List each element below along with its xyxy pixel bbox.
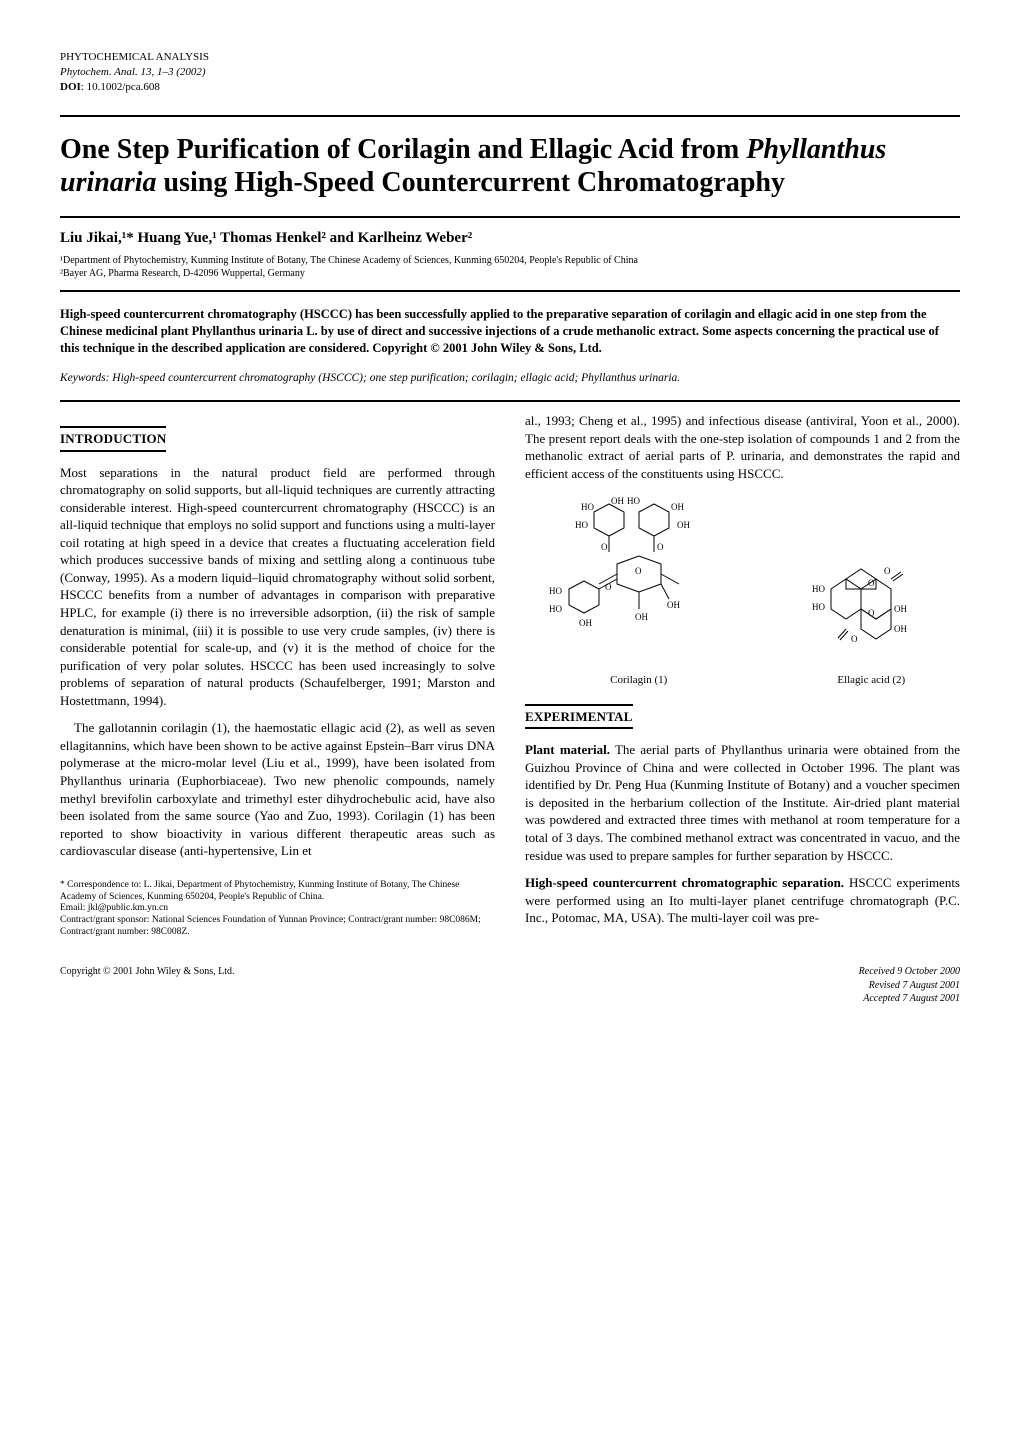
- journal-citation: Phytochem. Anal. 13, 1–3 (2002): [60, 65, 960, 80]
- left-column: INTRODUCTION Most separations in the nat…: [60, 412, 495, 939]
- structure-ellagic: O O O O HO HO OH OH Ell: [796, 544, 946, 687]
- intro-paragraph-1: Most separations in the natural product …: [60, 464, 495, 710]
- experimental-heading: EXPERIMENTAL: [525, 704, 960, 730]
- title-part3: using High-Speed Countercurrent Chromato…: [157, 167, 786, 198]
- affiliations: ¹Department of Phytochemistry, Kunming I…: [60, 254, 960, 280]
- rule-under-keywords: [60, 400, 960, 402]
- doi-value: 10.1002/pca.608: [87, 81, 160, 93]
- affiliation-2: ²Bayer AG, Pharma Research, D-42096 Wupp…: [60, 267, 960, 280]
- svg-text:OH: OH: [894, 624, 907, 634]
- accepted-date: Accepted 7 August 2001: [859, 992, 960, 1006]
- copyright-line: Copyright © 2001 John Wiley & Sons, Ltd.: [60, 965, 235, 1006]
- svg-text:OH: OH: [635, 612, 648, 622]
- svg-text:O: O: [635, 566, 642, 576]
- keywords-text: High-speed countercurrent chromatography…: [112, 372, 680, 384]
- body-columns: INTRODUCTION Most separations in the nat…: [60, 412, 960, 939]
- plant-material-text: The aerial parts of Phyllanthus urinaria…: [525, 742, 960, 862]
- svg-text:O: O: [601, 542, 608, 552]
- rule-top: [60, 115, 960, 117]
- experimental-paragraph-2: High-speed countercurrent chromatographi…: [525, 874, 960, 927]
- journal-abbrev: PHYTOCHEMICAL ANALYSIS: [60, 50, 960, 65]
- rule-under-title: [60, 216, 960, 218]
- svg-text:OH: OH: [894, 604, 907, 614]
- rule-under-affil: [60, 290, 960, 292]
- plant-material-label: Plant material.: [525, 742, 610, 757]
- corilagin-label: Corilagin (1): [539, 673, 739, 688]
- chemical-structures: HO OH HO OH HO OH O O O: [525, 494, 960, 687]
- ellagic-label: Ellagic acid (2): [796, 673, 946, 688]
- introduction-heading: INTRODUCTION: [60, 426, 495, 452]
- affiliation-1: ¹Department of Phytochemistry, Kunming I…: [60, 254, 960, 267]
- keywords-label: Keywords:: [60, 372, 109, 384]
- abstract: High-speed countercurrent chromatography…: [60, 306, 960, 357]
- footnotes: * Correspondence to: L. Jikai, Departmen…: [60, 880, 495, 939]
- doi-line: DOI: 10.1002/pca.608: [60, 80, 960, 95]
- svg-text:O: O: [657, 542, 664, 552]
- svg-text:HO: HO: [575, 520, 588, 530]
- svg-text:OH: OH: [579, 618, 592, 628]
- journal-header: PHYTOCHEMICAL ANALYSIS Phytochem. Anal. …: [60, 50, 960, 95]
- intro-paragraph-2: The gallotannin corilagin (1), the haemo…: [60, 719, 495, 859]
- ellagic-svg: O O O O HO HO OH OH: [796, 544, 946, 664]
- svg-text:HO: HO: [812, 584, 825, 594]
- svg-text:O: O: [884, 566, 891, 576]
- title-part1: One Step Purification of Corilagin and E…: [60, 134, 746, 165]
- svg-text:HO: HO: [812, 602, 825, 612]
- right-column: al., 1993; Cheng et al., 1995) and infec…: [525, 412, 960, 939]
- grant-note: Contract/grant sponsor: National Science…: [60, 915, 495, 939]
- article-title: One Step Purification of Corilagin and E…: [60, 133, 960, 200]
- revised-date: Revised 7 August 2001: [859, 979, 960, 993]
- svg-text:HO: HO: [549, 586, 562, 596]
- svg-text:O: O: [868, 578, 875, 588]
- svg-text:OH: OH: [611, 496, 624, 506]
- svg-text:OH: OH: [667, 600, 680, 610]
- svg-text:OH: OH: [677, 520, 690, 530]
- doi-label: DOI: [60, 81, 81, 93]
- svg-text:O: O: [605, 582, 612, 592]
- svg-text:HO: HO: [627, 496, 640, 506]
- svg-text:HO: HO: [581, 502, 594, 512]
- received-date: Received 9 October 2000: [859, 965, 960, 979]
- email-note: Email: jkl@public.km.yn.cn: [60, 903, 495, 915]
- svg-text:O: O: [851, 634, 858, 644]
- experimental-paragraph-1: Plant material. The aerial parts of Phyl…: [525, 741, 960, 864]
- structure-corilagin: HO OH HO OH HO OH O O O: [539, 494, 739, 687]
- intro-continuation: al., 1993; Cheng et al., 1995) and infec…: [525, 412, 960, 482]
- correspondence-note: * Correspondence to: L. Jikai, Departmen…: [60, 880, 495, 904]
- svg-text:O: O: [868, 608, 875, 618]
- hsccc-sep-label: High-speed countercurrent chromatographi…: [525, 875, 844, 890]
- page-footer: Copyright © 2001 John Wiley & Sons, Ltd.…: [60, 965, 960, 1006]
- author-list: Liu Jikai,¹* Huang Yue,¹ Thomas Henkel² …: [60, 228, 960, 248]
- received-dates: Received 9 October 2000 Revised 7 August…: [859, 965, 960, 1006]
- corilagin-svg: HO OH HO OH HO OH O O O: [539, 494, 739, 664]
- svg-text:HO: HO: [549, 604, 562, 614]
- keywords: Keywords: High-speed countercurrent chro…: [60, 371, 960, 387]
- svg-text:OH: OH: [671, 502, 684, 512]
